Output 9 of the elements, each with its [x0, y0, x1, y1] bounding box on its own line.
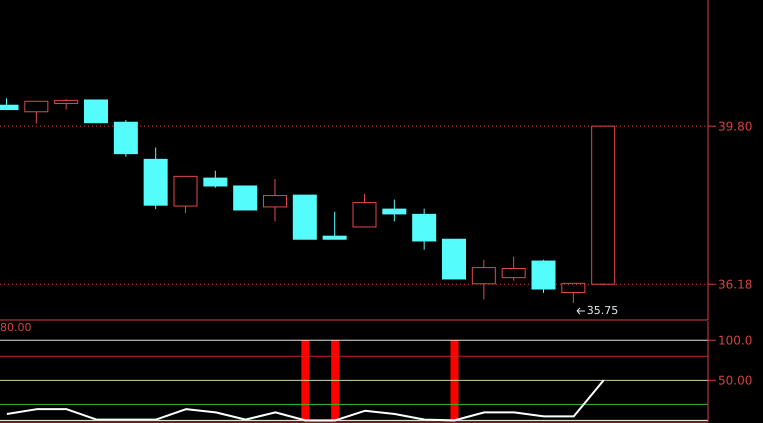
candlestick — [412, 208, 436, 250]
y-tick-label: 36.18 — [718, 277, 752, 292]
annotation: 80.00 — [0, 321, 32, 334]
y-tick-label: 50.00 — [718, 374, 752, 388]
y-tick-label: 100.0 — [718, 334, 752, 348]
candlestick — [382, 199, 406, 222]
y-tick-label: 39.80 — [718, 119, 752, 134]
annotation: 35.75 — [586, 304, 618, 317]
candlestick — [263, 178, 287, 222]
